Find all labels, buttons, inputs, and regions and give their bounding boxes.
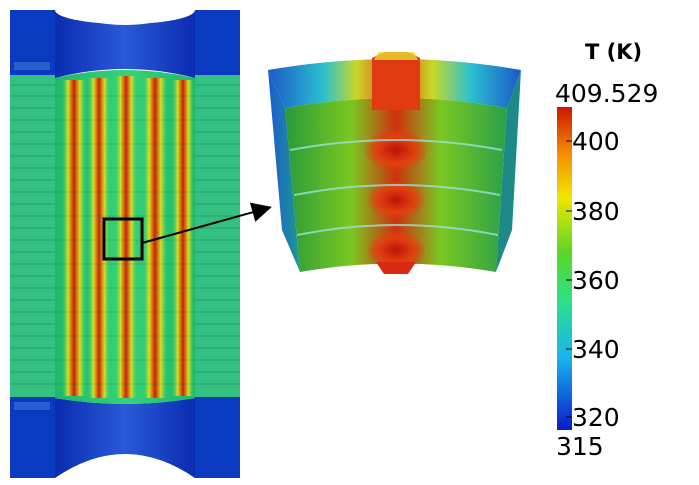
sector-left-face [268,70,300,272]
hot-channel-2 [88,78,110,398]
hot-channel-3 [115,76,137,398]
cylinder-bottom-opening [55,454,195,478]
hot-channel-5 [172,80,194,396]
fuel-cylinder-view [10,0,240,478]
cylinder-top-opening [55,0,195,24]
colorbar-tick-label-360: 360 [572,266,620,295]
hotspot-layer-3 [366,230,426,270]
core-gap-lines [55,95,195,385]
hot-column-bottom [376,262,416,274]
colorbar-max-label: 409.529 [555,79,659,108]
colorbar-title: T (K) [585,40,643,64]
cladding-highlight-top [14,62,50,70]
colorbar-ticks [566,140,572,418]
pellet-gap-lines [10,84,240,385]
colorbar-min-label: 315 [556,432,604,461]
hotspot-layer-2 [366,180,426,220]
hot-column-top [372,52,420,110]
hot-column-top-highlight [374,52,418,60]
layer-divider-2 [293,184,501,196]
colorbar [557,107,572,430]
zoom-selection-box [102,217,144,261]
cylinder-bottom-cap [55,398,195,478]
right-band-green [192,75,240,397]
hot-channel-1 [62,80,86,396]
colorbar-tick-label-380: 380 [572,197,620,226]
zoomed-sector-view [268,52,521,274]
colorbar-tick-label-340: 340 [572,335,620,364]
hotspot-layer-1 [364,128,428,172]
cylinder-top-cap [55,10,195,78]
layer-divider-1 [289,139,503,151]
zoom-arrow [141,202,272,244]
cladding-highlight-bottom [14,402,50,410]
colorbar-gradient [557,107,572,430]
left-band-green [10,75,60,397]
layer-divider-3 [296,224,499,236]
colorbar-tick-label-320: 320 [572,403,620,432]
colorbar-tick-label-400: 400 [572,127,620,156]
hot-channels [62,76,194,398]
sector-right-face [496,70,521,272]
